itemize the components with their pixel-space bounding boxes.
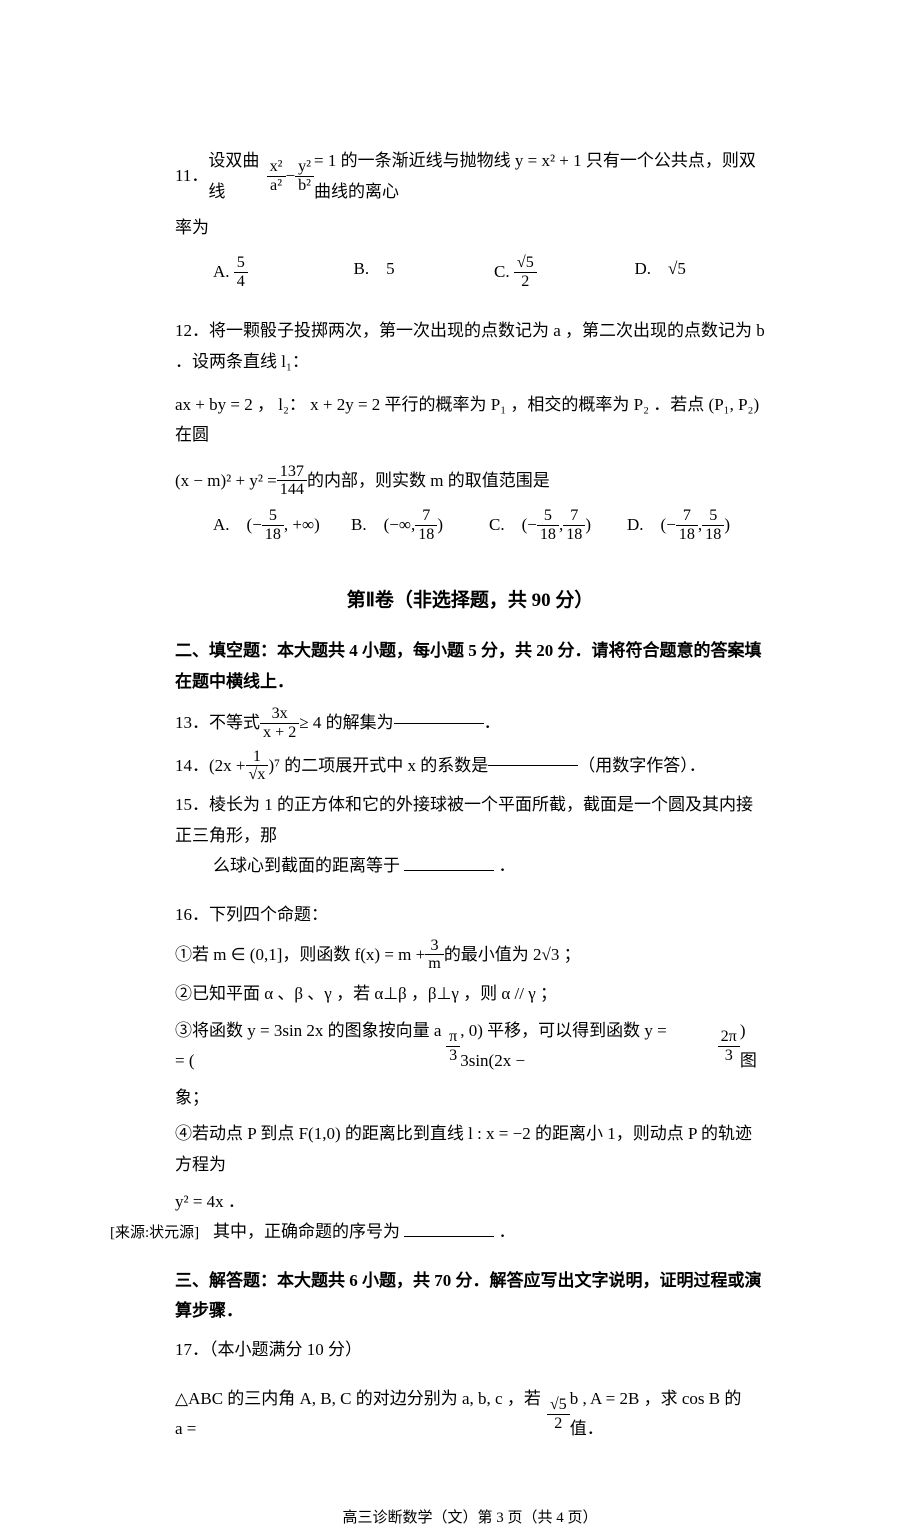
q14-blank xyxy=(488,765,578,766)
q16-item3: ③将函数 y = 3sin 2x 的图象按向量 a = ( π 3 , 0) 平… xyxy=(175,1016,765,1077)
q16-end: 其中，正确命题的序号为 ． xyxy=(213,1217,765,1248)
q11-text-a: 设双曲线 xyxy=(208,146,266,207)
page-footer: 高三诊断数学（文）第 3 页（共 4 页） xyxy=(175,1505,765,1532)
section-2-intro: 二、填空题：本大题共 4 小题，每小题 5 分，共 20 分．请将符合题意的答案… xyxy=(175,636,765,697)
q12-line3: (x − m)² + y² = 137 144 的内部，则实数 m 的取值范围是 xyxy=(175,463,765,500)
q16-item4b: y² = 4x ． xyxy=(175,1187,765,1218)
q15-blank xyxy=(404,870,494,871)
question-12: 12．将一颗骰子投掷两次，第一次出现的点数记为 a ，第二次出现的点数记为 b … xyxy=(175,316,765,543)
question-11: 11． 设双曲线 x² a² − y² b² = 1 的一条渐近线与抛物线 y … xyxy=(175,146,765,290)
q11-choice-c: C. √5 2 xyxy=(494,254,625,291)
question-17: 17．（本小题满分 10 分） △ABC 的三内角 A, B, C 的对边分别为… xyxy=(175,1335,765,1445)
q11-choice-b: B. 5 xyxy=(354,254,485,291)
q13-blank xyxy=(394,723,484,724)
q12-choice-a: A. (− 518 , +∞) xyxy=(213,507,351,544)
q11-minus: − xyxy=(286,161,296,192)
q11-line1: 11． 设双曲线 x² a² − y² b² = 1 的一条渐近线与抛物线 y … xyxy=(175,146,765,207)
q12-choice-b: B. (−∞, 718 ) xyxy=(351,507,489,544)
question-15: 15．棱长为 1 的正方体和它的外接球被一个平面所截，截面是一个圆及其内接正三角… xyxy=(175,790,765,882)
q11-choices: A. 5 4 B. 5 C. √5 2 D. √5 xyxy=(213,254,765,291)
q11-line2: 率为 xyxy=(175,213,765,244)
q11-choice-d: D. √5 xyxy=(635,254,766,291)
question-14: 14． (2x + 1 √x )⁷ 的二项展开式中 x 的系数是 （用数字作答）… xyxy=(175,748,765,785)
q16-item1: ①若 m ∈ (0,1]，则函数 f(x) = m + 3 m 的最小值为 2√… xyxy=(175,937,765,974)
section-3-intro: 三、解答题：本大题共 6 小题，共 70 分．解答应写出文字说明，证明过程或演算… xyxy=(175,1266,765,1327)
q16-blank xyxy=(404,1236,494,1237)
q11-choice-a: A. 5 4 xyxy=(213,254,344,291)
q12-choices: A. (− 518 , +∞) B. (−∞, 718 ) C. (− 518 … xyxy=(213,507,765,544)
q11-frac1: x² a² xyxy=(267,158,286,195)
q12-line2: ax + by = 2 ， l₂： x + 2y = 2 平行的概率为 P₁ ，… xyxy=(175,390,765,451)
q16-item3-cont: 象； xyxy=(175,1083,765,1114)
q16-item2: ②已知平面 α 、β 、γ ，若 α⊥β ，β⊥γ ，则 α // γ ； xyxy=(175,979,765,1010)
q11-eq: = 1 的一条渐近线与抛物线 y = x² + 1 只有一个公共点，则双曲线的离… xyxy=(314,146,765,207)
q11-frac2: y² b² xyxy=(295,158,314,195)
question-16: 16．下列四个命题： ①若 m ∈ (0,1]，则函数 f(x) = m + 3… xyxy=(175,900,765,1248)
q12-choice-c: C. (− 518 , 718 ) xyxy=(489,507,627,544)
q11-num: 11． xyxy=(175,161,208,192)
source-tag: [来源:状元源] xyxy=(110,1221,199,1242)
q12-choice-d: D. (− 718 , 518 ) xyxy=(627,507,765,544)
q16-item4a: ④若动点 P 到点 F(1,0) 的距离比到直线 l : x = −2 的距离小… xyxy=(175,1119,765,1180)
q17-line2: △ABC 的三内角 A, B, C 的对边分别为 a, b, c ，若 a = … xyxy=(175,1384,765,1445)
q12-line1: 12．将一颗骰子投掷两次，第一次出现的点数记为 a ，第二次出现的点数记为 b … xyxy=(175,316,765,377)
section-2-title: 第Ⅱ卷（非选择题，共 90 分） xyxy=(175,584,765,618)
question-13: 13． 不等式 3x x + 2 ≥ 4 的解集为 ． xyxy=(175,705,765,742)
page-content: 11． 设双曲线 x² a² − y² b² = 1 的一条渐近线与抛物线 y … xyxy=(175,146,765,1532)
